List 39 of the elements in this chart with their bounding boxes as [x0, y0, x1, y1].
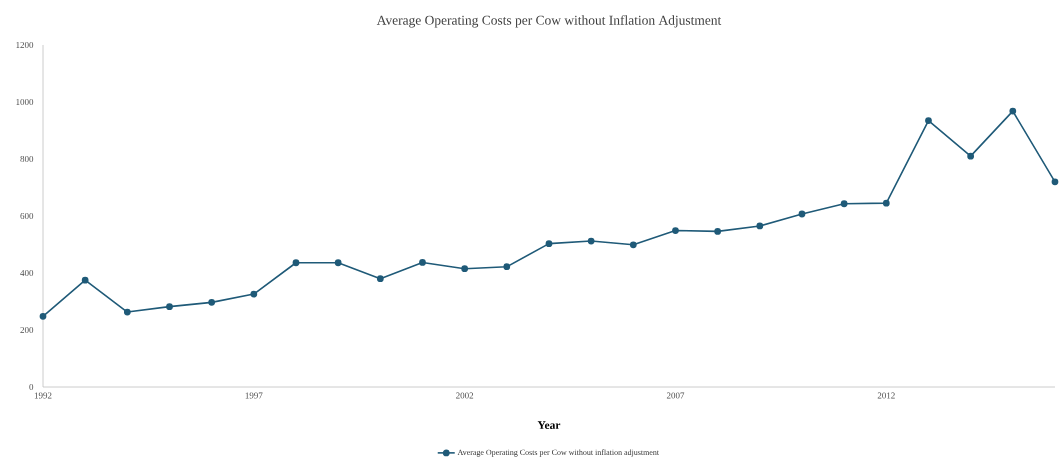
point [81, 276, 89, 284]
point [587, 237, 595, 245]
point [1009, 107, 1017, 115]
point [250, 290, 258, 298]
x-tick-label: 2007 [666, 392, 685, 399]
x-axis-title: Year [537, 421, 561, 429]
point [840, 200, 848, 208]
point [419, 259, 426, 266]
y-tick-label: 0 [29, 383, 34, 391]
point [461, 265, 469, 273]
point [714, 228, 722, 235]
point [334, 259, 342, 267]
point [208, 298, 216, 306]
y-tick-label: 200 [20, 326, 34, 334]
point [756, 222, 764, 230]
y-tick-label: 400 [20, 269, 34, 277]
point [39, 312, 47, 320]
point [882, 199, 890, 207]
point [376, 275, 384, 283]
point [545, 240, 553, 248]
y-tick-label: 1200 [16, 41, 34, 49]
x-tick-label: 2012 [877, 392, 895, 399]
point [967, 152, 975, 160]
x-tick-label: 1992 [34, 392, 52, 399]
y-tick-label: 600 [20, 212, 34, 220]
point [292, 259, 300, 267]
point [629, 241, 637, 249]
x-tick-label: 2002 [456, 392, 474, 399]
point [123, 308, 131, 316]
point [798, 210, 806, 218]
y-tick-label: 1000 [16, 98, 34, 106]
point [1051, 178, 1059, 186]
point [166, 303, 173, 311]
chart-title: Average Operating Costs per Cow without Inflation Adjustment [376, 15, 722, 28]
point [672, 227, 679, 234]
point [503, 263, 511, 271]
y-tick-label: 800 [20, 155, 34, 163]
point [925, 117, 932, 124]
x-tick-label: 1997 [245, 392, 263, 399]
